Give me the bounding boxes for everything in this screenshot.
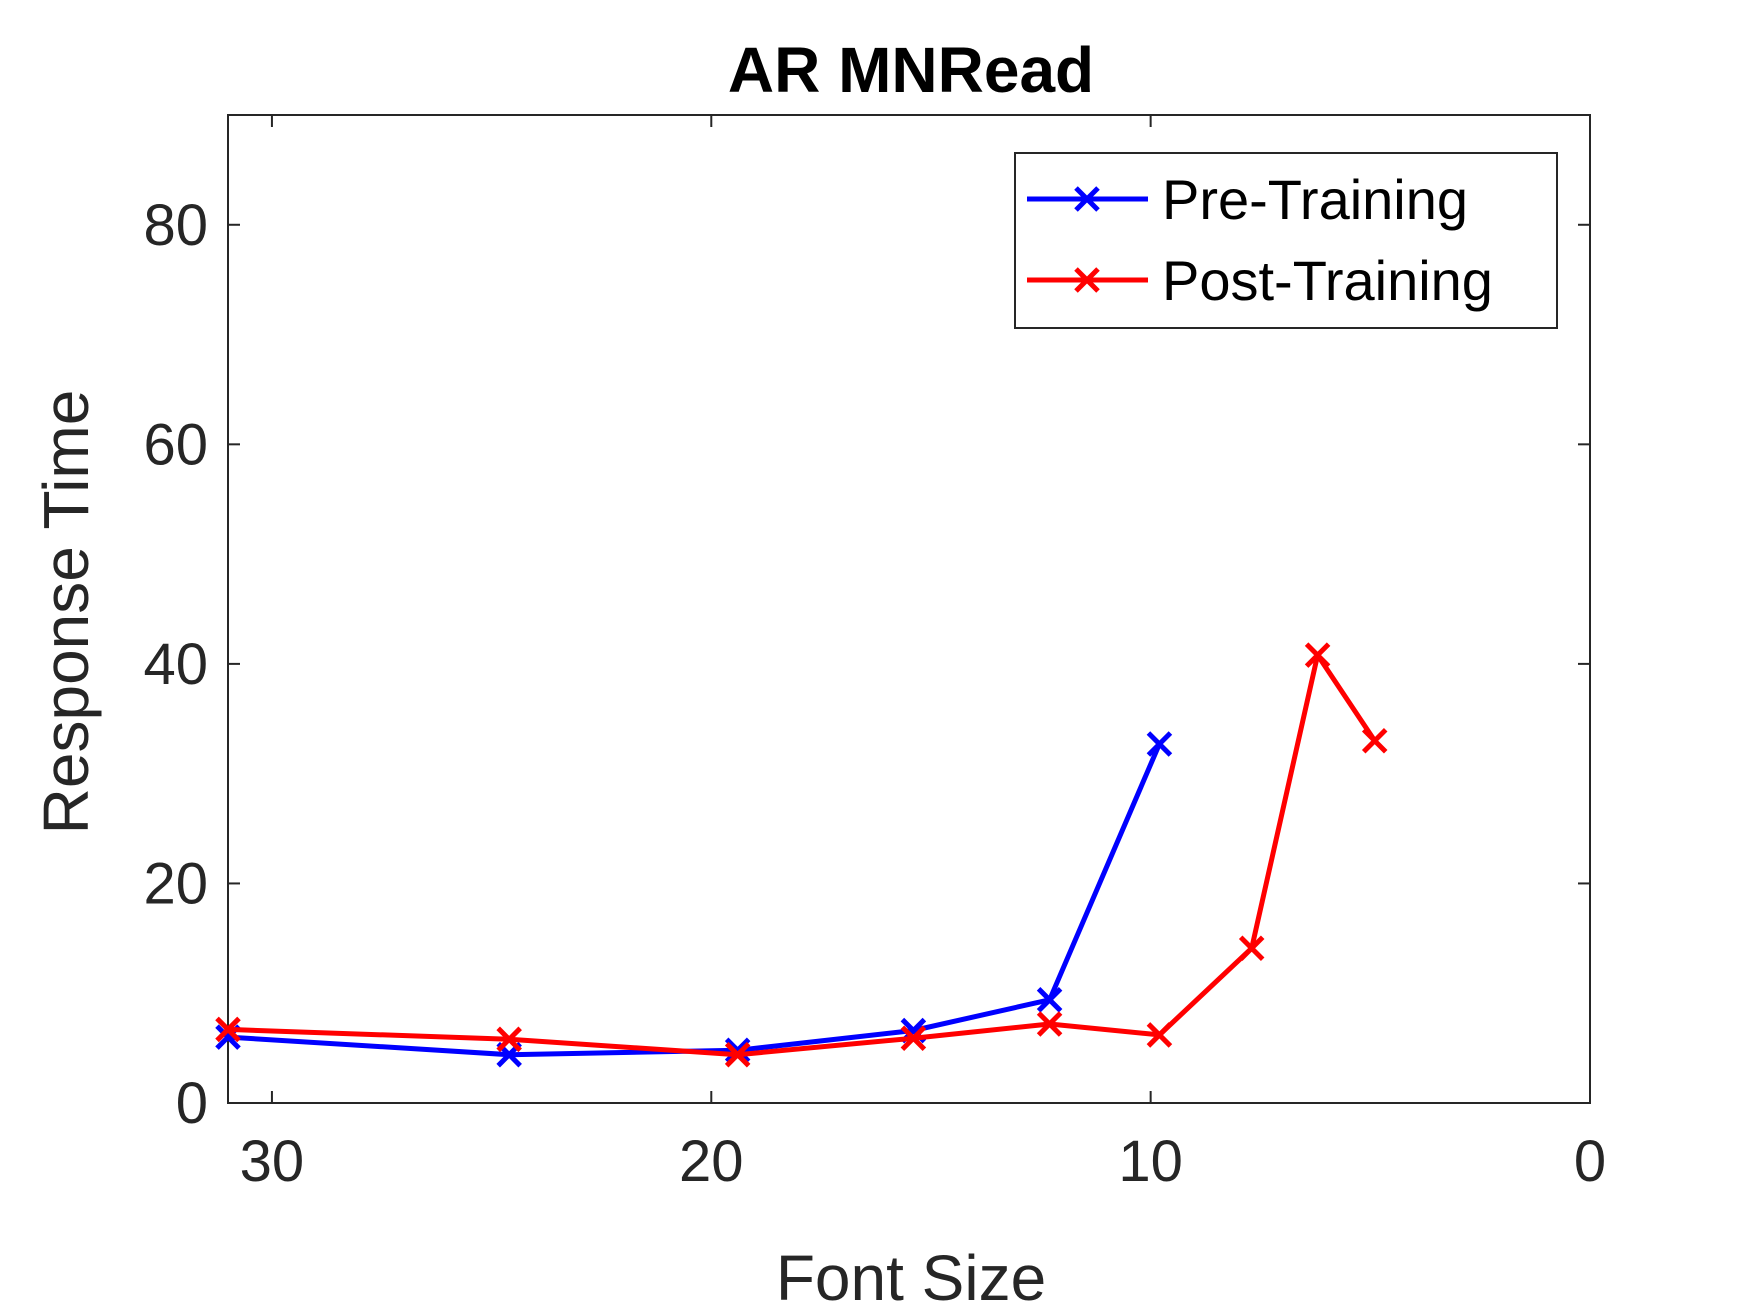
- x-tick-label: 10: [1118, 1129, 1183, 1194]
- y-tick-label: 40: [143, 632, 208, 697]
- y-tick-label: 0: [176, 1071, 208, 1136]
- legend-label-pre-training: Pre-Training: [1162, 168, 1468, 231]
- data-point-pre-training: [1146, 731, 1173, 757]
- data-point-pre-training: [1036, 987, 1063, 1013]
- x-axis-label: Font Size: [776, 1242, 1046, 1313]
- x-tick-label: 30: [240, 1129, 305, 1194]
- x-tick-label: 20: [679, 1129, 744, 1194]
- legend-label-post-training: Post-Training: [1162, 249, 1493, 312]
- data-point-post-training: [724, 1041, 751, 1068]
- y-tick-label: 60: [143, 412, 208, 477]
- y-axis-label: Response Time: [30, 390, 102, 835]
- legend-marker-pre-training: [1074, 186, 1100, 212]
- series-line-pre-training: [227, 743, 1162, 1058]
- data-point-post-training: [1304, 642, 1331, 668]
- y-tick-label: 80: [143, 193, 208, 258]
- data-point-post-training: [1146, 1022, 1173, 1048]
- x-tick-label: 0: [1574, 1129, 1606, 1194]
- data-point-post-training: [215, 1016, 241, 1043]
- axis-ticks: 30 20 10 0 0 20 40 60 80: [143, 115, 1606, 1194]
- chart-title: AR MNRead: [728, 34, 1094, 106]
- legend-box: [1014, 152, 1558, 329]
- series-layer: [215, 642, 1388, 1068]
- data-point-pre-training: [724, 1037, 751, 1064]
- data-point-post-training: [1036, 1011, 1063, 1037]
- data-point-post-training: [900, 1025, 927, 1051]
- series-post-training: [215, 642, 1388, 1068]
- data-point-post-training: [1361, 727, 1388, 754]
- data-point-post-training: [496, 1026, 522, 1053]
- data-point-post-training: [1238, 935, 1265, 961]
- legend: Pre-Training Post-Training: [1014, 152, 1558, 329]
- y-tick-label: 20: [143, 851, 208, 916]
- legend-marker-post-training: [1074, 267, 1100, 293]
